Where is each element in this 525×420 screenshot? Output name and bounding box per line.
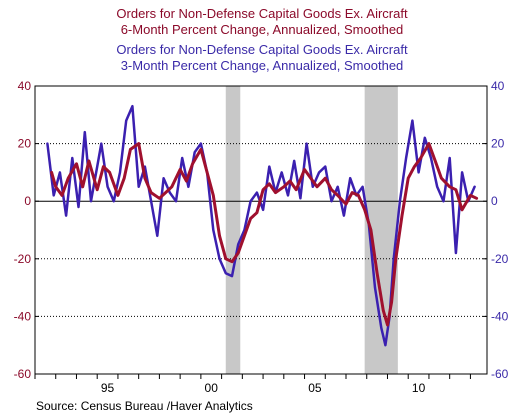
plot-frame (34, 85, 488, 375)
chart-subtitle-2: 3-Month Percent Change, Annualized, Smoo… (121, 58, 404, 73)
chart-title-1: Orders for Non-Defense Capital Goods Ex.… (116, 6, 408, 21)
y-tick-label-right: 40 (491, 79, 505, 93)
y-tick-label-left: -20 (14, 252, 32, 266)
y-tick-label-right: 0 (491, 194, 498, 208)
x-tick-label: 10 (412, 381, 426, 395)
y-tick-label-left: -60 (14, 367, 32, 381)
y-tick-label-right: 20 (491, 137, 505, 151)
y-tick-label-right: -20 (491, 252, 509, 266)
x-tick-label: 05 (308, 381, 322, 395)
y-tick-label-right: -60 (491, 367, 509, 381)
y-tick-label-left: -40 (14, 309, 32, 323)
series-line-three-month (46, 104, 476, 347)
x-tick-label: 00 (205, 381, 219, 395)
y-tick-label-left: 20 (18, 137, 32, 151)
y-tick-label-left: 0 (24, 194, 31, 208)
chart-subtitle-1: 6-Month Percent Change, Annualized, Smoo… (121, 22, 404, 37)
source-note: Source: Census Bureau /Haver Analytics (36, 399, 253, 413)
chart-title-2: Orders for Non-Defense Capital Goods Ex.… (116, 42, 408, 57)
y-tick-label-left: 40 (18, 79, 32, 93)
y-tick-label-right: -40 (491, 309, 509, 323)
x-tick-label: 95 (101, 381, 115, 395)
series-line-six-month (50, 142, 479, 327)
recession-band (225, 86, 241, 374)
